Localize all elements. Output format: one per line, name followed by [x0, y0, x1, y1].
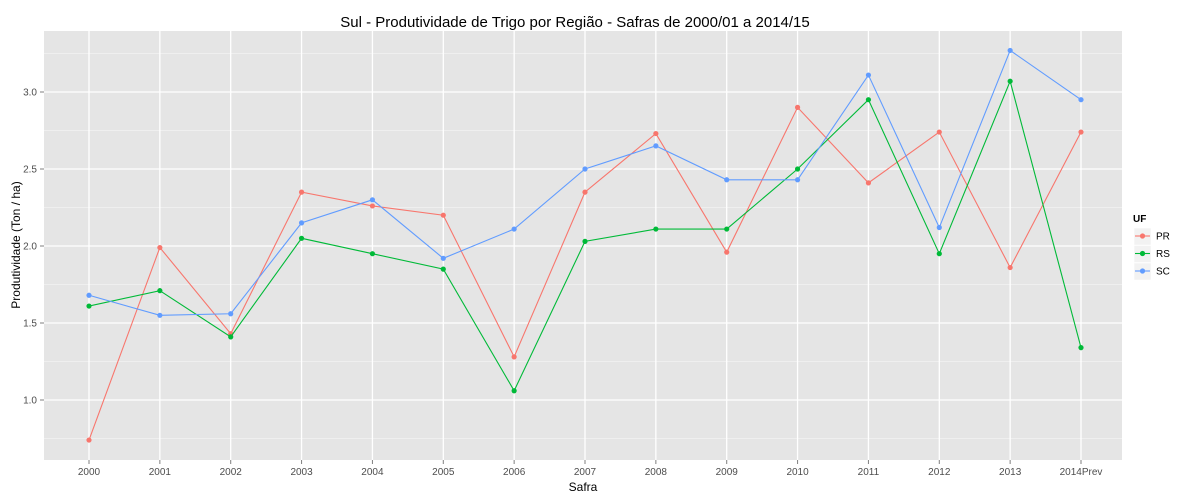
y-axis-title: Produtividade (Ton / ha) [9, 181, 23, 308]
data-point-pr [865, 180, 872, 186]
x-tick-label: 2010 [786, 467, 809, 478]
data-point-sc [511, 226, 517, 232]
x-tick-label: 2001 [149, 467, 172, 478]
data-point-sc [86, 292, 92, 298]
legend-title: UF [1133, 214, 1146, 225]
x-tick-label: 2007 [574, 467, 597, 478]
data-point-sc [440, 255, 446, 261]
data-point-sc [653, 143, 659, 149]
x-tick-label: 2008 [645, 467, 668, 478]
data-point-rs [440, 266, 446, 272]
data-point-sc [865, 72, 872, 78]
y-tick-label: 1.0 [23, 396, 37, 407]
data-point-sc [1078, 97, 1084, 103]
data-point-sc [936, 224, 942, 231]
x-tick-label: 2006 [503, 467, 526, 478]
x-tick-label: 2002 [220, 467, 243, 478]
x-axis-title: Safra [569, 480, 598, 494]
legend-key-point-pr [1139, 233, 1146, 239]
data-point-pr [157, 244, 163, 251]
data-point-sc [369, 197, 376, 203]
data-point-sc [157, 312, 163, 318]
data-point-rs [865, 97, 872, 103]
data-point-rs [157, 288, 163, 294]
data-point-rs [369, 251, 376, 257]
y-tick-label: 2.0 [23, 242, 37, 253]
data-point-pr [369, 203, 376, 209]
x-axis: 2000 2001 2002 2003 2004 2005 2006 2007 2008 2009… [78, 460, 1103, 478]
data-point-pr [653, 130, 659, 137]
data-point-pr [936, 129, 942, 135]
data-point-rs [511, 388, 517, 394]
legend-label-rs: RS [1156, 249, 1170, 260]
data-point-sc [794, 177, 801, 183]
data-point-pr [1007, 264, 1013, 271]
x-tick-label: 2004 [361, 467, 384, 478]
data-point-rs [794, 166, 801, 172]
x-tick-label: 2012 [928, 467, 951, 478]
data-point-sc [1007, 47, 1013, 54]
data-point-pr [1078, 129, 1084, 135]
data-point-pr [582, 189, 588, 195]
data-point-rs [653, 226, 659, 232]
data-point-rs [724, 226, 730, 232]
x-tick-label: 2009 [716, 467, 739, 478]
data-point-rs [228, 334, 234, 340]
legend: UF PR RS SC [1133, 214, 1170, 281]
data-point-sc [724, 177, 730, 183]
data-point-rs [298, 235, 305, 241]
legend-label-pr: PR [1156, 232, 1170, 243]
minor-gridlines [44, 53, 1122, 439]
data-point-pr [298, 189, 305, 195]
y-tick-label: 3.0 [23, 88, 37, 99]
legend-key-point-sc [1139, 268, 1146, 274]
y-tick-label: 1.5 [23, 319, 37, 330]
data-point-pr [440, 212, 446, 218]
data-point-sc [228, 311, 234, 317]
y-axis: 1.0 1.5 2.0 2.5 3.0 [23, 88, 44, 407]
legend-items: PR RS SC [1133, 227, 1170, 281]
data-point-rs [936, 251, 942, 257]
data-point-rs [582, 238, 588, 244]
data-point-pr [794, 104, 801, 110]
data-point-sc [582, 166, 588, 172]
x-tick-label: 2011 [858, 467, 880, 478]
series-layer [86, 47, 1084, 443]
x-tick-label: 2003 [290, 467, 313, 478]
chart-title: Sul - Produtividade de Trigo por Região … [340, 14, 809, 31]
data-point-rs [1078, 345, 1084, 351]
data-point-rs [1007, 78, 1013, 84]
legend-key-point-rs [1139, 250, 1146, 257]
x-tick-label: 2014Prev [1060, 467, 1103, 478]
x-tick-label: 2000 [78, 467, 101, 478]
x-tick-label: 2013 [999, 467, 1022, 478]
data-point-pr [724, 249, 730, 255]
data-point-pr [511, 354, 517, 360]
legend-label-sc: SC [1156, 267, 1170, 278]
data-point-rs [86, 303, 92, 309]
data-point-pr [86, 437, 92, 443]
data-point-sc [298, 220, 305, 226]
y-tick-label: 2.5 [23, 165, 37, 176]
x-tick-label: 2005 [432, 467, 455, 478]
